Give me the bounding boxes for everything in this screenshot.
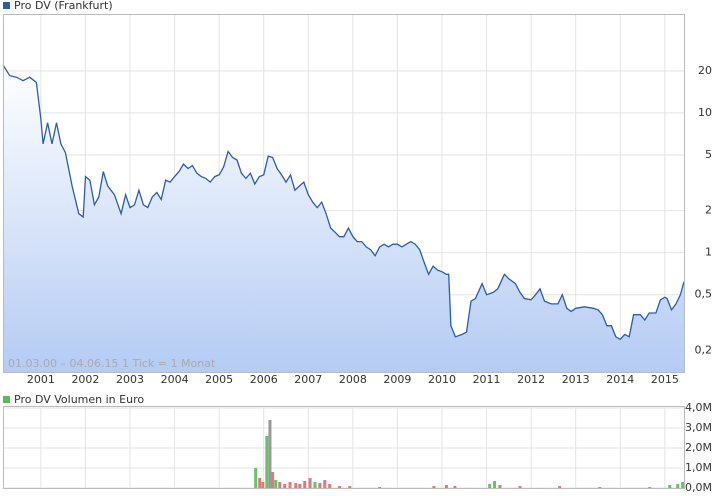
bar	[378, 487, 382, 488]
x-tick-label: 2002	[71, 373, 99, 386]
x-tick-label: 2006	[250, 373, 278, 386]
bar	[254, 468, 258, 488]
bar	[453, 486, 457, 488]
bar	[558, 486, 562, 488]
line	[2, 64, 685, 341]
x-tick-label: 2004	[161, 373, 189, 386]
bar	[348, 486, 352, 488]
x-tick-label: 2010	[428, 373, 456, 386]
price-panel: 0,2 0,5 1 2 5 10 20 2001 2002 2003 2004 2005 2006 200…	[2, 14, 713, 386]
y-tick-label: 5	[705, 148, 712, 161]
x-tick-label: 2012	[517, 373, 545, 386]
bar	[313, 482, 317, 488]
x-tick-label: 2008	[339, 373, 367, 386]
bar	[493, 481, 497, 488]
volume-panel: 0,0M 1,0M 2,0M 3,0M 4,0M	[3, 401, 712, 494]
bar	[498, 485, 502, 488]
bar	[258, 478, 262, 488]
bar	[274, 480, 278, 488]
bar	[432, 486, 436, 488]
y-tick-label: 2	[705, 204, 712, 217]
bar	[303, 481, 307, 488]
bar	[318, 483, 322, 488]
y-tick-label: 3,0M	[685, 421, 712, 434]
bar	[268, 420, 272, 488]
y-tick-label: 4,0M	[685, 401, 712, 414]
x-tick-label: 2011	[473, 373, 501, 386]
bar	[283, 484, 287, 488]
y-tick-label: 1	[705, 246, 712, 259]
bar	[337, 486, 341, 488]
y-tick-label: 2,0M	[685, 441, 712, 454]
y-tick-label: 1,0M	[685, 461, 712, 474]
bar	[676, 484, 680, 488]
y-tick-label: 10	[698, 106, 712, 119]
x-tick-label: 2007	[294, 373, 322, 386]
bar	[518, 486, 522, 488]
area	[3, 65, 684, 372]
bar	[328, 484, 332, 488]
legend-swatch	[3, 2, 10, 9]
chart-title: Pro DV Volumen in Euro	[14, 393, 144, 406]
x-tick-label: 2003	[116, 373, 144, 386]
bar	[681, 482, 685, 488]
bar	[323, 480, 327, 488]
y-tick-label: 20	[698, 64, 712, 77]
bar	[261, 482, 265, 488]
chart-title: Pro DV (Frankfurt)	[14, 0, 113, 12]
bar	[265, 436, 269, 488]
x-tick-label: 2013	[562, 373, 590, 386]
x-tick-label: 2005	[205, 373, 233, 386]
y-tick-label: 0,0M	[685, 481, 712, 494]
x-tick-label: 2014	[606, 373, 634, 386]
bar	[278, 482, 282, 488]
bar	[668, 485, 672, 488]
x-tick-label: 2001	[27, 373, 55, 386]
plot-frame	[3, 14, 685, 373]
y-tick-label: 0,5	[695, 288, 713, 301]
bar	[308, 478, 312, 488]
bar	[648, 487, 652, 488]
legend-swatch	[3, 396, 10, 403]
x-tick-label: 2015	[651, 373, 679, 386]
bar	[598, 487, 602, 488]
bar	[488, 484, 492, 488]
bar	[298, 484, 302, 488]
plot-frame	[3, 406, 685, 489]
y-tick-label: 0,2	[695, 343, 713, 356]
bar	[444, 485, 448, 488]
bar	[294, 483, 298, 488]
bar	[271, 472, 275, 488]
bar	[288, 482, 292, 488]
annotation: 01.03.00 – 04.06.15 1 Tick = 1 Monat	[8, 357, 216, 370]
x-tick-label: 2009	[383, 373, 411, 386]
